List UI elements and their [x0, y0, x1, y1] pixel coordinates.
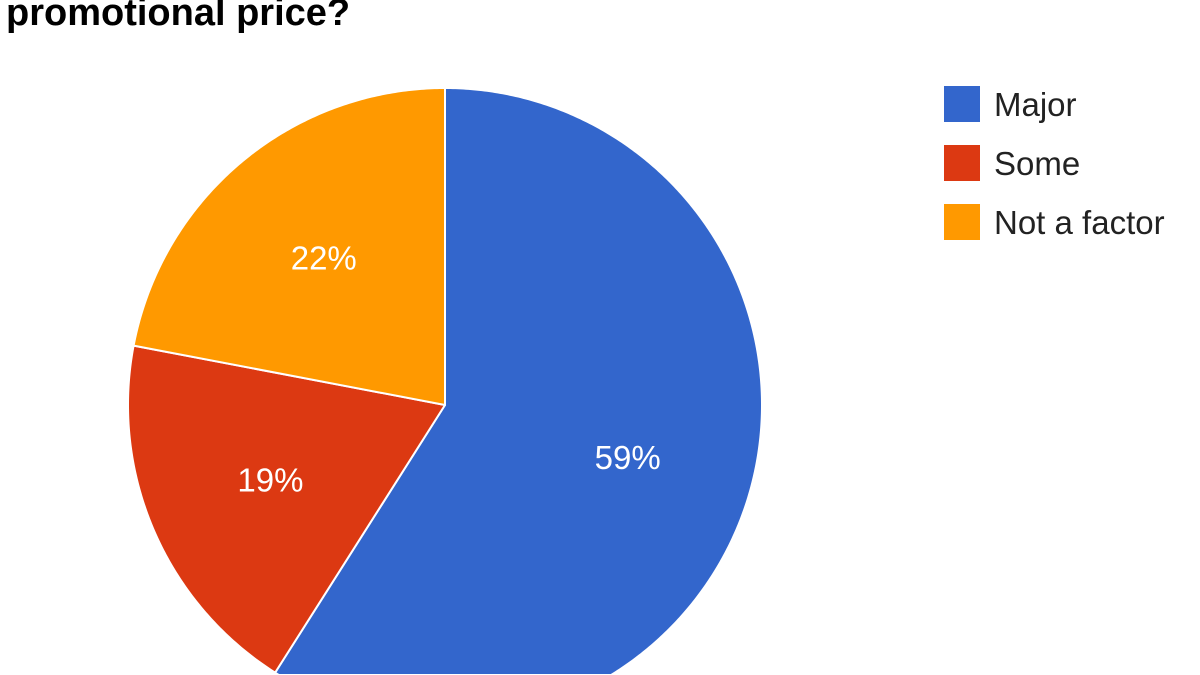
- pie-slice-not-a-factor: [132, 87, 446, 406]
- legend-label: Some: [994, 145, 1080, 182]
- legend-swatch: [944, 145, 980, 181]
- pie-slice-some: [127, 344, 446, 674]
- legend-swatch: [944, 86, 980, 122]
- slice-label: 19%: [237, 462, 303, 499]
- legend-swatch: [944, 204, 980, 240]
- legend-label: Major: [994, 86, 1077, 123]
- chart-title: promotional price?: [6, 0, 351, 34]
- slice-label: 59%: [595, 439, 661, 476]
- pie-slice-major: [274, 87, 763, 675]
- slice-label: 22%: [291, 239, 357, 276]
- legend-label: Not a factor: [994, 204, 1165, 241]
